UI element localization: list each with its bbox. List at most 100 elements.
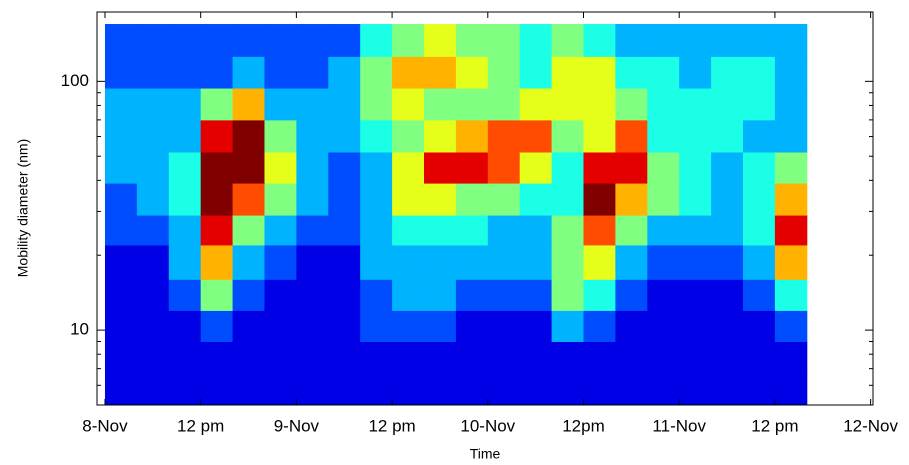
heatmap-cell	[328, 24, 361, 57]
heatmap-cell	[774, 151, 808, 184]
heatmap-cell	[296, 88, 329, 121]
heatmap-cell	[487, 56, 521, 89]
heatmap-cell	[104, 341, 138, 370]
heatmap-cell	[615, 215, 648, 246]
heatmap-cell	[104, 88, 138, 121]
heatmap-cell	[360, 24, 393, 57]
heatmap-cell	[168, 56, 202, 89]
heatmap-cell	[232, 310, 265, 342]
heatmap-cell	[774, 244, 808, 280]
heatmap-cell	[392, 119, 425, 153]
heatmap-cell	[774, 341, 808, 370]
heatmap-cell	[360, 279, 393, 311]
heatmap-cell	[519, 151, 553, 184]
heatmap-cell	[200, 119, 234, 153]
heatmap-cell	[647, 24, 680, 57]
x-tick-label: 12 pm	[751, 416, 798, 435]
heatmap-cell	[200, 244, 234, 280]
heatmap-cell	[264, 56, 297, 89]
heatmap-cell	[232, 151, 265, 184]
heatmap-cell	[423, 24, 457, 57]
heatmap-cell	[328, 279, 361, 311]
heatmap-cell	[774, 24, 808, 57]
heatmap-cell	[647, 151, 680, 184]
heatmap-cell	[264, 183, 297, 216]
heatmap-cell	[136, 368, 170, 406]
heatmap-cell	[328, 119, 361, 153]
heatmap-cell	[551, 279, 584, 311]
heatmap-cell	[104, 368, 138, 406]
heatmap-cell	[679, 183, 712, 216]
heatmap-cell	[264, 119, 297, 153]
heatmap-cell	[551, 24, 584, 57]
heatmap-cell	[519, 215, 553, 246]
heatmap-cell	[551, 368, 584, 406]
y-axis-label: Mobility diameter (nm)	[15, 139, 31, 277]
heatmap-cell	[136, 151, 170, 184]
heatmap-cell	[583, 310, 616, 342]
heatmap-cell	[232, 244, 265, 280]
heatmap-cell	[711, 151, 744, 184]
heatmap-cell	[487, 24, 521, 57]
heatmap-cell	[104, 119, 138, 153]
heatmap-cell	[232, 341, 265, 370]
heatmap-cell	[711, 244, 744, 280]
heatmap-cell	[711, 183, 744, 216]
heatmap-cell	[455, 310, 489, 342]
heatmap-cell	[615, 341, 648, 370]
heatmap-cell	[168, 215, 202, 246]
heatmap-cell	[360, 56, 393, 89]
heatmap-cell	[455, 279, 489, 311]
heatmap-cell	[168, 183, 202, 216]
heatmap-cell	[360, 119, 393, 153]
heatmap-cell	[296, 56, 329, 89]
heatmap-cell	[168, 368, 202, 406]
heatmap-cell	[392, 215, 425, 246]
heatmap-cell	[615, 119, 648, 153]
heatmap-cell	[264, 279, 297, 311]
heatmap-cell	[168, 88, 202, 121]
heatmap-cell	[264, 215, 297, 246]
heatmap-cell	[774, 88, 808, 121]
heatmap-cell	[711, 88, 744, 121]
heatmap-cell	[743, 341, 776, 370]
heatmap-cell	[168, 119, 202, 153]
heatmap-cell	[583, 56, 616, 89]
y-tick-label: 10	[70, 320, 89, 339]
heatmap-cell	[455, 119, 489, 153]
heatmap-cell	[583, 88, 616, 121]
heatmap-cell	[232, 24, 265, 57]
heatmap-cell	[296, 310, 329, 342]
heatmap-cell	[519, 56, 553, 89]
heatmap-cell	[519, 88, 553, 121]
heatmap-cell	[232, 215, 265, 246]
heatmap-cell	[743, 215, 776, 246]
heatmap-cell	[136, 341, 170, 370]
heatmap-cell	[647, 244, 680, 280]
heatmap-cell	[136, 119, 170, 153]
heatmap-cell	[583, 183, 616, 216]
heatmap-cell	[583, 119, 616, 153]
heatmap-cell	[487, 183, 521, 216]
heatmap-cell	[679, 279, 712, 311]
x-tick-label: 12pm	[562, 416, 605, 435]
heatmap-cell	[519, 244, 553, 280]
heatmap-cell	[296, 244, 329, 280]
heatmap-cell	[423, 88, 457, 121]
heatmap-cell	[583, 368, 616, 406]
heatmap-cell	[551, 88, 584, 121]
heatmap-cell	[136, 215, 170, 246]
heatmap-cell	[774, 119, 808, 153]
heatmap-cell	[264, 368, 297, 406]
heatmap-cell	[551, 119, 584, 153]
heatmap-cell	[296, 24, 329, 57]
heatmap-cell	[423, 215, 457, 246]
heatmap-cell	[200, 341, 234, 370]
heatmap-cell	[743, 119, 776, 153]
heatmap-cell	[328, 88, 361, 121]
heatmap-cell	[296, 119, 329, 153]
heatmap-cell	[743, 244, 776, 280]
heatmap-cell	[743, 24, 776, 57]
heatmap-cell	[296, 183, 329, 216]
heatmap-cell	[328, 56, 361, 89]
